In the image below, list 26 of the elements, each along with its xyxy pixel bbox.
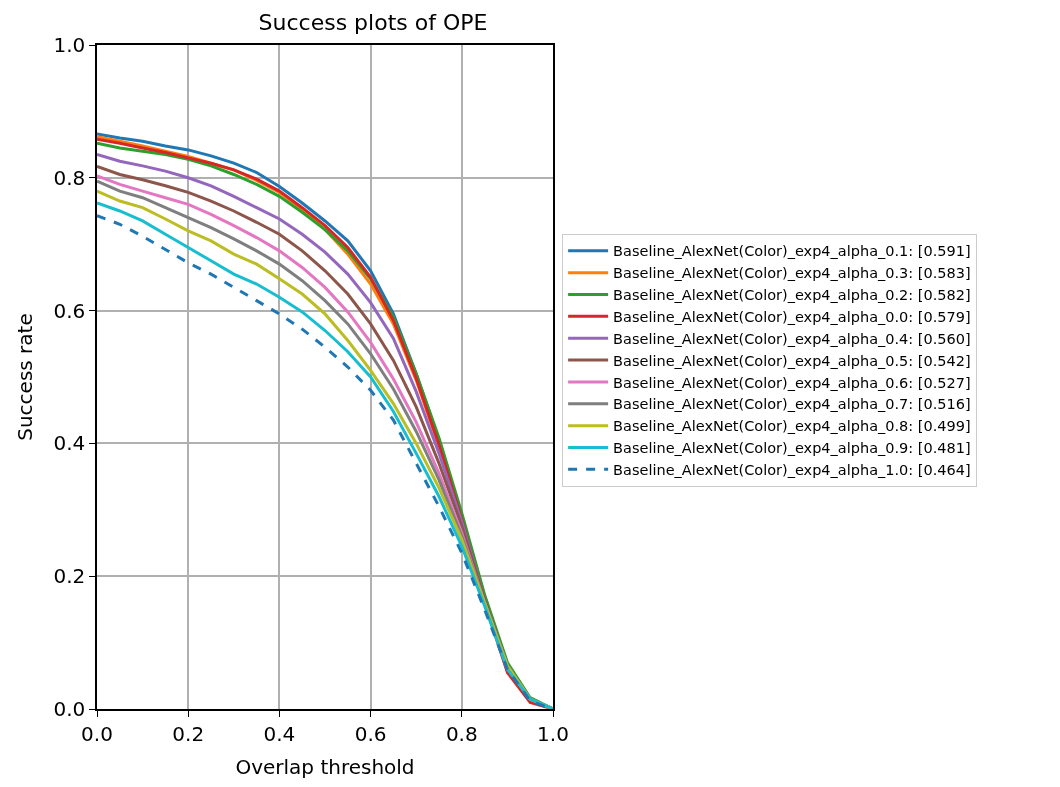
legend-label: Baseline_AlexNet(Color)_exp4_alpha_0.9: [0.481]: [613, 440, 971, 457]
x-axis-title: Overlap threshold: [235, 754, 415, 779]
x-tick-label: 0.0: [81, 721, 113, 746]
legend-label: Baseline_AlexNet(Color)_exp4_alpha_0.1: [0.591]: [613, 243, 971, 260]
x-tick-label: 0.4: [263, 721, 296, 746]
legend-label: Baseline_AlexNet(Color)_exp4_alpha_1.0: [0.464]: [613, 461, 971, 478]
x-tick-label: 0.2: [172, 721, 205, 746]
chart-title: Success plots of OPE: [258, 9, 488, 35]
legend-label: Baseline_AlexNet(Color)_exp4_alpha_0.5: [0.542]: [613, 352, 971, 369]
y-tick-label: 1.0: [53, 33, 86, 57]
legend-label: Baseline_AlexNet(Color)_exp4_alpha_0.3: [0.583]: [613, 265, 971, 282]
y-tick-label: 0.0: [53, 697, 86, 721]
y-axis-title: Success rate: [13, 313, 38, 441]
x-tick-label: 1.0: [537, 721, 569, 746]
x-tick-label: 0.6: [354, 721, 387, 746]
y-tick-label: 0.4: [53, 431, 86, 456]
y-tick-label: 0.2: [53, 564, 86, 589]
x-tick-label: 0.8: [445, 721, 478, 746]
legend-label: Baseline_AlexNet(Color)_exp4_alpha_0.2: [0.582]: [613, 287, 971, 304]
y-tick-label: 0.6: [53, 298, 86, 323]
legend-label: Baseline_AlexNet(Color)_exp4_alpha_0.6: [0.527]: [613, 374, 971, 391]
legend-label: Baseline_AlexNet(Color)_exp4_alpha_0.4: [0.560]: [613, 330, 971, 347]
y-tick-label: 0.8: [53, 165, 86, 190]
legend-label: Baseline_AlexNet(Color)_exp4_alpha_0.0: [0.579]: [613, 309, 971, 326]
legend-label: Baseline_AlexNet(Color)_exp4_alpha_0.7: [0.516]: [613, 396, 971, 413]
legend-label: Baseline_AlexNet(Color)_exp4_alpha_0.8: [0.499]: [613, 418, 971, 435]
